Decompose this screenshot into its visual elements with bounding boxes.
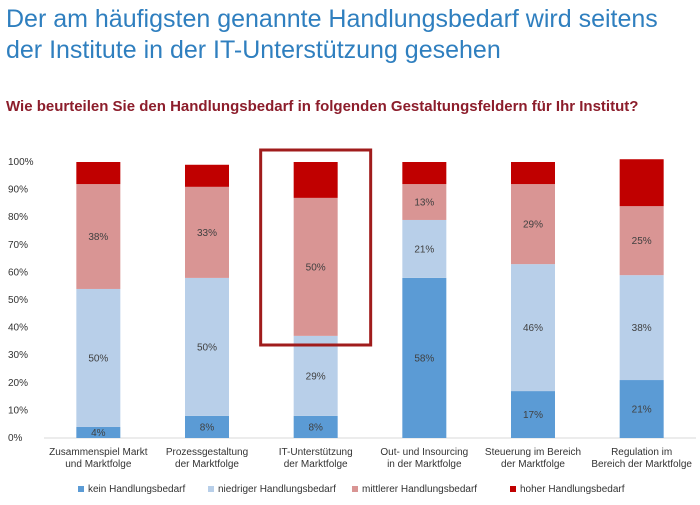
bar-segment	[76, 184, 121, 289]
bar-segment	[402, 219, 447, 278]
legend-swatch	[78, 486, 84, 492]
legend-swatch	[208, 486, 214, 492]
bar-segment	[76, 162, 121, 185]
bar-segment	[402, 162, 447, 185]
legend-swatch	[352, 486, 358, 492]
data-label: 46%	[523, 323, 543, 334]
bar-segment	[293, 197, 338, 336]
chart-subtitle: Wie beurteilen Sie den Handlungsbedarf i…	[6, 98, 639, 115]
data-label: 21%	[632, 405, 652, 416]
y-tick-label: 40%	[8, 323, 28, 334]
y-tick-label: 100%	[8, 157, 34, 168]
bar-segment	[402, 277, 447, 438]
category-label: Zusammenspiel Markt	[49, 447, 148, 458]
data-label: 4%	[91, 428, 106, 439]
bar-segment	[76, 288, 121, 427]
data-label: 29%	[523, 220, 543, 231]
data-label: 50%	[197, 342, 217, 353]
category-label: und Marktfolge	[65, 459, 132, 470]
data-label: 8%	[308, 422, 323, 433]
bar-segment	[619, 275, 664, 381]
category-label: Steuerung im Bereich	[485, 447, 581, 458]
data-label: 50%	[306, 262, 326, 273]
y-tick-label: 20%	[8, 378, 28, 389]
bar-segment	[76, 426, 121, 438]
data-label: 8%	[200, 422, 215, 433]
bar-segment	[402, 184, 447, 220]
bar-segment	[293, 335, 338, 416]
category-label: der Marktfolge	[501, 459, 565, 470]
bar-segment	[293, 162, 338, 198]
bar-segment	[511, 391, 555, 438]
data-label: 58%	[414, 353, 434, 364]
bar-segment	[511, 184, 555, 265]
category-label: Bereich der Marktfolge	[591, 459, 692, 470]
category-label: der Marktfolge	[175, 459, 239, 470]
bar-segment	[619, 380, 664, 438]
category-label: IT-Unterstützung	[279, 447, 353, 458]
legend-label: mittlerer Handlungsbedarf	[362, 484, 477, 495]
bar-segment	[185, 186, 229, 278]
highlight-frame	[259, 148, 373, 347]
bar-segment	[293, 415, 338, 438]
legend-label: niedriger Handlungsbedarf	[218, 484, 336, 495]
category-label: Prozessgestaltung	[166, 447, 248, 458]
bar-segment	[619, 206, 664, 276]
y-tick-label: 80%	[8, 212, 28, 223]
y-tick-label: 0%	[8, 433, 23, 444]
data-label: 29%	[306, 371, 326, 382]
category-label: in der Marktfolge	[387, 459, 462, 470]
y-tick-label: 10%	[8, 405, 28, 416]
data-label: 17%	[523, 410, 543, 421]
bar-segment	[185, 164, 229, 187]
category-label: der Marktfolge	[284, 459, 348, 470]
title-line-2: der Institute in der IT-Unterstützung ge…	[6, 36, 501, 64]
bar-segment	[511, 162, 555, 185]
bar-segment	[511, 264, 555, 392]
bar-segment	[185, 415, 229, 438]
data-label: 21%	[414, 244, 434, 255]
y-tick-label: 30%	[8, 350, 28, 361]
data-label: 33%	[197, 228, 217, 239]
y-tick-label: 70%	[8, 240, 28, 251]
category-label: Regulation im	[611, 447, 672, 458]
page-title: Der am häufigsten genannte Handlungsbeda…	[6, 4, 696, 66]
title-line-1: Der am häufigsten genannte Handlungsbeda…	[6, 5, 658, 33]
data-label: 13%	[414, 198, 434, 209]
data-label: 38%	[632, 323, 652, 334]
y-tick-label: 90%	[8, 185, 28, 196]
bar-segment	[619, 159, 664, 207]
data-label: 25%	[632, 236, 652, 247]
data-label: 50%	[88, 353, 108, 364]
y-tick-label: 60%	[8, 267, 28, 278]
category-label: Out- und Insourcing	[380, 447, 468, 458]
bar-segment	[185, 277, 229, 416]
data-label: 38%	[88, 232, 108, 243]
legend-label: kein Handlungsbedarf	[88, 484, 186, 495]
legend-label: hoher Handlungsbedarf	[520, 484, 625, 495]
y-tick-label: 50%	[8, 295, 28, 306]
legend-swatch	[510, 486, 516, 492]
